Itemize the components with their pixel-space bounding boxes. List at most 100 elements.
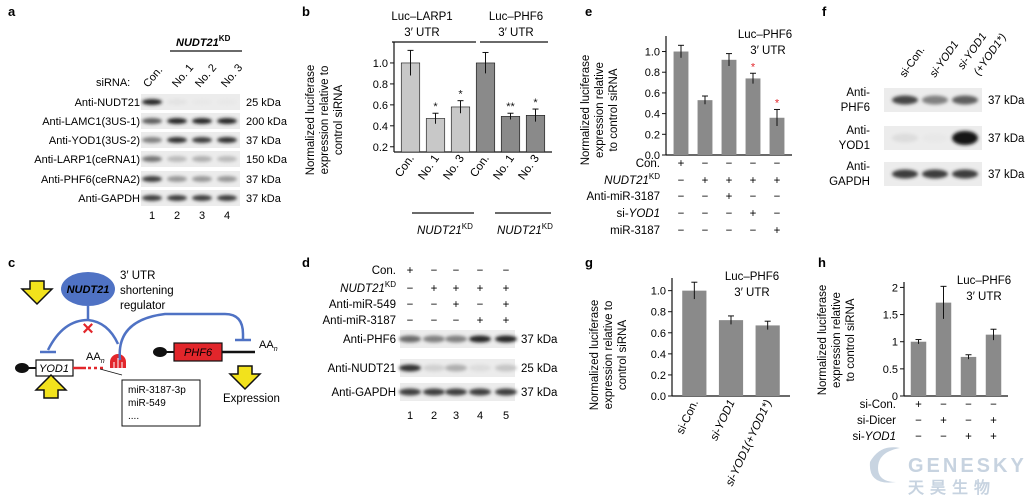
d-treat-mark-2-4: +: [503, 299, 510, 311]
e-treat-mark-3-1: −: [702, 208, 709, 220]
panel-a-band-1-0: [142, 118, 162, 124]
h-treat-label-0: si-Con.: [860, 399, 896, 411]
b-ylabel-2: control siRNA: [333, 85, 345, 156]
g-chart-bar-0: [682, 290, 707, 396]
d-treat-mark-0-3: −: [477, 265, 484, 277]
panel-g-title-2: 3′ UTR: [734, 287, 769, 299]
cap-icon: [15, 363, 29, 373]
panel-f-kda-0: 37 kDa: [988, 95, 1025, 107]
e-treat-mark-1-2: +: [726, 175, 733, 187]
e-treat-mark-4-3: −: [750, 225, 757, 237]
panel-f-kda-2: 37 kDa: [988, 169, 1025, 181]
e-treat-mark-1-4: +: [774, 175, 781, 187]
d-treat-mark-0-1: −: [431, 265, 438, 277]
b-chart-cat-1: No. 1: [416, 153, 442, 182]
d-treat-mark-2-2: +: [453, 299, 460, 311]
panel-f-blot-label-a-1: Anti-: [846, 125, 870, 137]
e-treat-label-4: miR-3187: [610, 225, 660, 237]
d-treat-mark-3-3: +: [477, 315, 484, 327]
e-treat-label-2: Anti-miR-3187: [587, 191, 661, 203]
mirna-1: miR-3187-3p: [128, 385, 186, 396]
panel-a-letter: a: [8, 4, 16, 19]
g-chart-ytick-label-1: 0.2: [651, 370, 666, 382]
b-chart-bar-4: [500, 116, 521, 153]
panel-f-blot-label-b-1: YOD1: [839, 140, 870, 152]
panel-d-blot-label-2: Anti-GAPDH: [331, 387, 396, 399]
panel-b-group1-subtitle: 3′ UTR: [404, 27, 439, 39]
b-chart-sig-1: *: [433, 101, 438, 113]
panel-a-row-label-0: Anti-NUDT21: [75, 97, 140, 109]
panel-d-band-2-3: [469, 388, 491, 396]
e-treat-mark-2-0: −: [678, 191, 685, 203]
h-chart-ytick-label-1: 0.5: [883, 364, 898, 376]
e-treat-mark-4-0: −: [678, 225, 685, 237]
e-treat-mark-3-3: +: [750, 208, 757, 220]
d-treat-label-0: Con.: [372, 265, 396, 277]
panel-e-title-1: Luc–PHF6: [738, 29, 792, 41]
panel-a-band-3-2: [192, 156, 212, 162]
panel-c-letter: c: [8, 255, 15, 270]
panel-f-band-0-2: [952, 95, 978, 105]
panel-b-bottom-label-2: NUDT21KD: [497, 222, 553, 237]
inhibit-curve-right: [87, 318, 120, 345]
d-treat-mark-0-2: −: [453, 265, 460, 277]
e-chart-bar-3: [745, 78, 761, 155]
d-treat-mark-3-2: −: [453, 315, 460, 327]
panel-a-row-label-5: Anti-GAPDH: [78, 193, 140, 205]
watermark-cn: 天昊生物: [908, 478, 996, 497]
g-ylabel-0: Normalized luciferase: [589, 300, 601, 411]
panel-d-band-2-4: [495, 388, 517, 396]
panel-d-lane-1: 2: [431, 410, 437, 422]
e-treat-mark-3-4: −: [774, 208, 781, 220]
mirna-3: ....: [128, 411, 139, 422]
panel-d-kda-2: 37 kDa: [521, 387, 558, 399]
panel-e-title-2: 3′ UTR: [750, 45, 785, 57]
e-treat-mark-2-2: +: [726, 191, 733, 203]
panel-a-band-0-3: [217, 99, 237, 105]
panel-h-chart: 0 0.5 1 1.5 2: [883, 282, 1008, 403]
panel-b-group2-title: Luc–PHF6: [489, 11, 543, 23]
utr-label-1: 3′ UTR: [120, 270, 155, 282]
e-treat-mark-0-4: −: [774, 158, 781, 170]
h-treat-mark-1-3: +: [990, 415, 997, 427]
panel-a-header: NUDT21KD: [176, 34, 231, 49]
yod1-label: YOD1: [39, 363, 69, 375]
watermark: GENESKY 天昊生物: [869, 447, 1027, 497]
h-treat-mark-0-0: +: [915, 399, 922, 411]
panel-h-letter: h: [818, 255, 826, 270]
b-chart-cat-4: No. 1: [491, 153, 517, 182]
panel-e-chart: 0.0 0.2 0.4 0.6 0.8 1.0 * *: [645, 36, 792, 162]
g-chart-ytick-label-0: 0.0: [651, 391, 666, 403]
logo-icon: [869, 447, 900, 483]
h-treat-label-1: si-Dicer: [857, 415, 896, 427]
panel-a-cond-1: No. 1: [170, 62, 196, 90]
panel-a-lane-numbers: 1 2 3 4: [149, 210, 230, 222]
phf6-label: PHF6: [184, 347, 213, 359]
e-ylabel-0: Normalized luciferase: [580, 55, 592, 166]
panel-d-band-1-3: [469, 364, 491, 372]
b-chart-sig-2: *: [458, 89, 463, 101]
panel-b-letter: b: [302, 4, 310, 19]
panel-h: h Luc–PHF6 3′ UTR Normalized luciferase e…: [817, 255, 1011, 443]
panel-a-row-5-strip: [141, 190, 240, 206]
panel-a-cond-3: No. 3: [219, 62, 245, 90]
h-treat-mark-2-0: −: [915, 431, 922, 443]
h-treat-mark-2-1: −: [940, 431, 947, 443]
e-chart-bar-0: [673, 51, 689, 155]
b-ylabel-0: Normalized luciferase: [305, 65, 317, 176]
panel-h-treatments: si-Con. + − − − si-Dicer − + − + si-YOD1 − − + +: [853, 399, 998, 443]
panel-f-blots: Anti- PHF6 37 kDa Anti- YOD1 37 kDa Anti- GAPDH…: [829, 87, 1025, 188]
panel-a-cond-2: No. 2: [193, 62, 219, 90]
e-treat-mark-0-0: +: [678, 158, 685, 170]
panel-a-lane-2: 3: [199, 210, 205, 222]
panel-b-group2-subtitle: 3′ UTR: [498, 27, 533, 39]
d-treat-label-3: Anti-miR-3187: [323, 315, 397, 327]
watermark-en: GENESKY: [908, 455, 1027, 477]
panel-a-row-1-strip: [141, 113, 240, 129]
d-treat-mark-3-1: −: [431, 315, 438, 327]
panel-f-band-1-0: [892, 133, 918, 143]
panel-a-kda-3: 150 kDa: [246, 154, 288, 166]
panel-h-title-2: 3′ UTR: [966, 291, 1001, 303]
panel-d-letter: d: [302, 255, 310, 270]
